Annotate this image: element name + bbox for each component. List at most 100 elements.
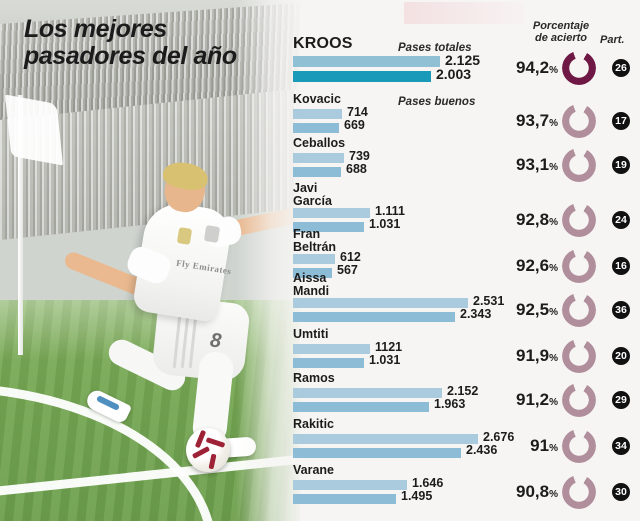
jersey-number: 8 [208,329,223,353]
bar-good-passes [293,358,364,368]
accuracy-donut-icon [562,104,596,138]
value-good-passes: 1.963 [434,397,466,411]
value-total-passes: 2.531 [473,294,505,308]
participation-badge: 34 [612,437,630,455]
accuracy-donut-icon [562,339,596,373]
participation-badge: 26 [612,59,630,77]
accuracy-header-line-2: de acierto [535,32,587,45]
percent-symbol: % [549,397,558,408]
accuracy-number: 92,8 [516,210,550,229]
percent-symbol: % [549,307,558,318]
bar-total-passes [293,208,370,218]
value-total-passes: 714 [347,105,368,119]
bar-good-passes [293,222,364,232]
bar-good-passes [293,268,332,278]
participation-header: Part. [600,34,625,46]
accuracy-value: 91,9% [500,346,558,366]
accuracy-number: 91,9 [516,346,550,365]
accuracy-number: 93,7 [516,111,550,130]
bar-total-passes [293,344,370,354]
player-name: Ceballos [293,136,346,150]
accuracy-donut-icon [562,249,596,283]
accuracy-value: 92,8% [500,210,558,230]
accuracy-donut-icon [562,203,596,237]
percent-symbol: % [549,353,558,364]
accuracy-value: 91,2% [500,390,558,410]
accuracy-number: 91,2 [516,390,550,409]
accuracy-value: 92,5% [500,300,558,320]
participation-badge: 16 [612,257,630,275]
value-good-passes: 2.343 [460,307,492,321]
player-name: Javi García [293,181,332,208]
accuracy-header: Porcentaje de acierto [522,20,600,45]
legend-total-passes: Pases totales [398,42,472,54]
accuracy-value: 93,7% [500,111,558,131]
participation-badge: 24 [612,211,630,229]
player-name: KROOS [293,35,353,52]
percent-symbol: % [549,118,558,129]
value-good-passes: 1.495 [401,489,433,503]
bar-good-passes [293,448,461,458]
accuracy-number: 92,6 [516,256,550,275]
percent-symbol: % [549,217,558,228]
percent-symbol: % [549,162,558,173]
accuracy-number: 91 [530,436,550,455]
participation-badge: 36 [612,301,630,319]
title-line-1: Los mejores [24,15,167,43]
participation-badge: 19 [612,156,630,174]
participation-badge: 29 [612,391,630,409]
participation-badge: 17 [612,112,630,130]
value-good-passes: 688 [346,162,367,176]
value-good-passes: 1.031 [369,353,401,367]
bar-total-passes [293,480,407,490]
accuracy-value: 93,1% [500,155,558,175]
bar-good-passes [293,123,339,133]
bar-total-passes [293,109,342,119]
bar-total-passes [293,153,344,163]
bar-total-passes [293,254,335,264]
bar-total-passes [293,434,478,444]
percent-symbol: % [549,263,558,274]
bar-good-passes [293,167,341,177]
value-total-passes: 1.111 [375,204,405,218]
accuracy-donut-icon [562,383,596,417]
corner-flag [5,94,63,166]
bar-total-passes [293,388,442,398]
player-name: Rakitic [293,417,334,431]
legend-good-passes: Pases buenos [398,96,476,108]
chart-panel [286,0,640,521]
photo-fade-overlay [236,0,300,521]
corner-flag-pole [18,95,23,355]
accuracy-value: 91% [500,436,558,456]
watermark [404,2,524,24]
accuracy-value: 92,6% [500,256,558,276]
bar-total-passes [293,298,468,308]
percent-symbol: % [549,489,558,500]
value-total-passes: 1121 [375,340,403,354]
bar-good-passes [293,71,431,82]
kit-brand-icon [203,225,221,243]
title-line-2: pasadores del año [24,42,237,70]
accuracy-donut-icon [562,293,596,327]
bar-good-passes [293,312,455,322]
player-name: Varane [293,463,335,477]
accuracy-number: 90,8 [516,482,550,501]
accuracy-donut-icon [562,429,596,463]
player-name: Umtiti [293,327,329,341]
bar-good-passes [293,494,396,504]
accuracy-value: 94,2% [500,58,558,78]
accuracy-header-line-1: Porcentaje [532,20,590,32]
football [186,428,230,472]
accuracy-value: 90,8% [500,482,558,502]
value-good-passes: 2.003 [436,66,472,82]
participation-badge: 30 [612,483,630,501]
value-total-passes: 1.646 [412,476,444,490]
player-name: Fran Beltrán [293,227,337,254]
value-total-passes: 739 [349,149,370,163]
accuracy-donut-icon [562,148,596,182]
value-good-passes: 567 [337,263,358,277]
value-good-passes: 1.031 [369,217,401,231]
player-name: Aissa Mandi [293,271,330,298]
player-photo: 8 Fly Emirates [0,0,300,521]
